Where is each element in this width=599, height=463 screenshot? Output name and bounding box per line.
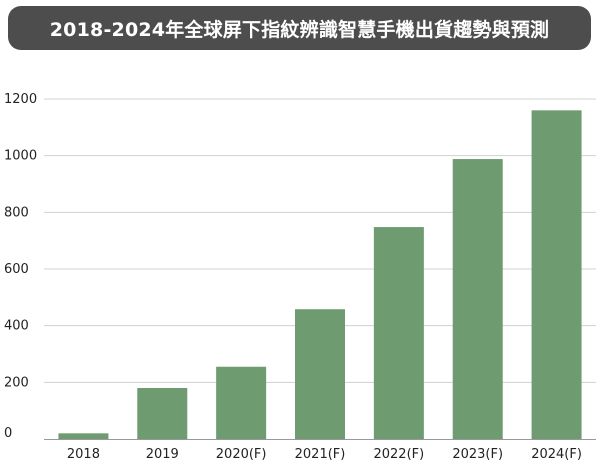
- y-tick-label-600: 600: [4, 262, 29, 277]
- bar-2024(F): [531, 110, 582, 439]
- chart-title-banner: 2018-2024年全球屏下指紋辨識智慧手機出貨趨勢與預測: [8, 6, 591, 50]
- chart-title: 2018-2024年全球屏下指紋辨識智慧手機出貨趨勢與預測: [49, 18, 550, 41]
- y-tick-label-0: 0: [4, 426, 12, 441]
- x-tick-label-2019: 2019: [146, 447, 179, 462]
- x-tick-label-2020(F): 2020(F): [216, 447, 267, 462]
- bar-2022(F): [373, 227, 424, 439]
- bar-2018: [58, 433, 109, 439]
- x-tick-label-2018: 2018: [67, 447, 100, 462]
- x-tick-label-2021(F): 2021(F): [295, 447, 346, 462]
- y-tick-label-200: 200: [4, 375, 29, 390]
- bar-2019: [137, 388, 188, 439]
- bar-2023(F): [452, 159, 503, 440]
- bar-2021(F): [295, 309, 345, 439]
- x-tick-label-2022(F): 2022(F): [373, 447, 424, 462]
- x-tick-label-2023(F): 2023(F): [452, 447, 503, 462]
- y-tick-label-400: 400: [4, 319, 29, 334]
- y-tick-label-1000: 1000: [4, 149, 37, 164]
- y-tick-label-800: 800: [4, 205, 29, 220]
- x-tick-label-2024(F): 2024(F): [531, 447, 582, 462]
- y-tick-label-1200: 1200: [4, 92, 37, 107]
- bar-2020(F): [216, 366, 267, 439]
